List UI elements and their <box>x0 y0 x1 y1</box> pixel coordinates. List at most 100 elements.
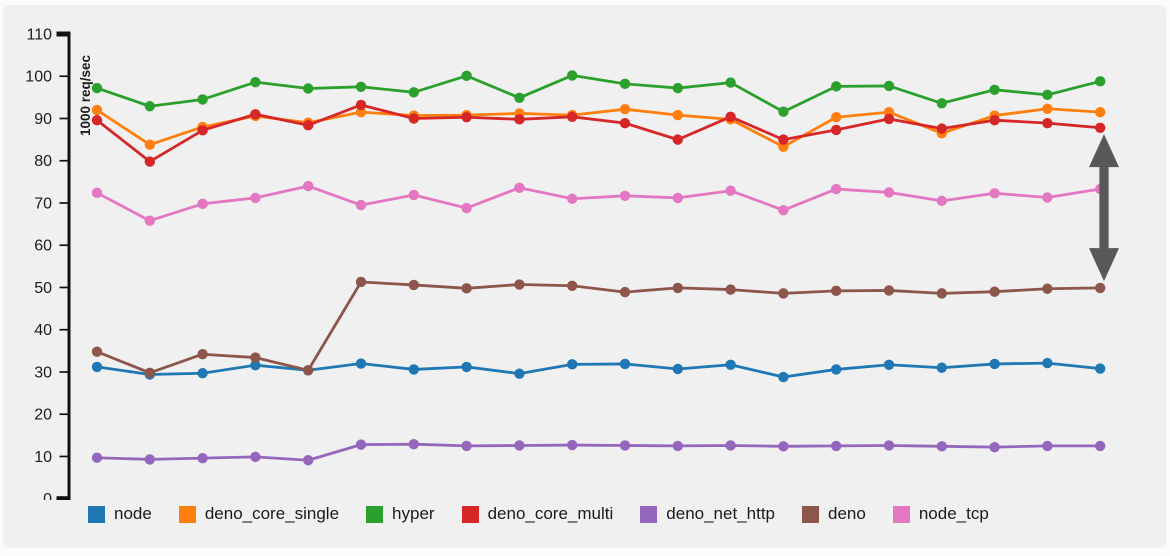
series-point-deno_core_single <box>355 106 367 118</box>
legend-swatch-deno <box>802 505 819 523</box>
series-point-deno_net_http <box>989 441 1000 453</box>
series-point-deno <box>514 279 525 290</box>
series-point-deno <box>725 284 736 295</box>
legend-label: node_tcp <box>918 504 989 523</box>
series-point-node_tcp <box>989 188 1000 199</box>
series-point-deno_core_single <box>831 112 842 123</box>
legend-item-deno_core_single[interactable]: deno_core_single <box>178 504 340 524</box>
series-point-deno_core_multi <box>461 112 472 123</box>
series-point-hyper <box>778 106 789 117</box>
series-point-deno_core_single <box>144 139 155 150</box>
series-point-deno_net_http <box>1095 440 1106 452</box>
series-point-node <box>408 364 419 375</box>
series-point-deno_core_single <box>619 103 631 115</box>
series-point-hyper <box>1042 89 1053 101</box>
series-point-deno_core_multi <box>303 120 314 131</box>
series-point-deno <box>989 286 1000 297</box>
y-tick-label: 50 <box>34 280 52 297</box>
legend-item-node_tcp[interactable]: node_tcp <box>892 504 989 524</box>
series-point-deno <box>936 288 947 299</box>
series-point-node <box>514 368 525 379</box>
series-point-node_tcp <box>725 185 736 196</box>
series-point-hyper <box>250 76 261 88</box>
y-tick-label: 60 <box>34 238 52 255</box>
series-point-node_tcp <box>355 199 367 211</box>
legend-label: deno_core_single <box>204 504 340 523</box>
legend-item-deno_core_multi[interactable]: deno_core_multi <box>461 504 613 524</box>
legend-label: hyper <box>392 504 435 523</box>
series-point-deno_net_http <box>619 440 631 451</box>
series-point-node <box>883 359 895 370</box>
series-point-deno_net_http <box>1042 440 1053 452</box>
series-point-deno <box>778 288 789 299</box>
series-point-node <box>91 361 103 373</box>
series-point-hyper <box>725 77 736 88</box>
series-point-deno_core_multi <box>1042 117 1053 129</box>
series-point-deno_net_http <box>778 441 789 452</box>
series-point-node_tcp <box>250 192 261 204</box>
series-point-deno_net_http <box>883 440 895 451</box>
series-point-deno <box>144 367 155 379</box>
y-tick-label: 90 <box>34 111 52 128</box>
legend-swatch-node <box>88 505 105 523</box>
series-point-node_tcp <box>778 204 789 216</box>
y-tick-label: 40 <box>34 322 52 339</box>
chart-legend: node deno_core_single hyper deno_core_multi… <box>88 503 989 525</box>
y-tick-label: 100 <box>25 69 52 86</box>
legend-item-deno_net_http[interactable]: deno_net_http <box>640 504 775 524</box>
series-point-node <box>672 363 683 375</box>
window-frame: 0 10 20 30 40 50 60 70 80 90 100 110 1000 req/sec n… <box>3 5 1166 548</box>
series-point-deno_net_http <box>672 440 683 452</box>
legend-swatch-hyper <box>366 505 384 523</box>
series-point-deno_net_http <box>725 440 736 451</box>
series-point-hyper <box>883 80 895 92</box>
series-point-deno_net_http <box>936 441 947 452</box>
series-point-deno_core_multi <box>619 117 631 129</box>
series-point-deno_core_single <box>672 109 683 121</box>
series-point-node_tcp <box>672 192 683 204</box>
legend-swatch-deno_net_http <box>640 505 658 523</box>
series-point-deno_net_http <box>514 440 525 451</box>
series-point-node_tcp <box>461 202 472 214</box>
series-point-deno <box>619 286 631 298</box>
series-point-node <box>936 362 947 373</box>
legend-item-hyper[interactable]: hyper <box>366 504 435 524</box>
series-point-node <box>778 371 789 383</box>
series-point-deno_core_multi <box>514 114 525 125</box>
series-point-deno_net_http <box>144 454 155 465</box>
legend-label: node <box>114 504 152 523</box>
series-point-node_tcp <box>567 193 578 204</box>
series-point-deno <box>91 346 103 357</box>
series-point-node_tcp <box>408 189 419 201</box>
series-point-deno <box>672 282 683 294</box>
y-axis: 0 10 20 30 40 50 60 70 80 90 100 110 <box>25 27 71 508</box>
series-point-deno_core_multi <box>883 113 895 125</box>
series-point-deno_net_http <box>461 440 472 452</box>
series-point-node <box>1042 357 1053 369</box>
series-point-hyper <box>672 82 683 94</box>
legend-swatch-node_tcp <box>892 505 910 523</box>
series-point-hyper <box>461 70 472 82</box>
series-point-node_tcp <box>831 183 842 195</box>
series-point-deno_core_multi <box>197 125 208 136</box>
legend-item-node[interactable]: node <box>88 504 152 524</box>
y-tick-label: 80 <box>34 153 52 170</box>
series-point-deno_net_http <box>408 439 419 450</box>
series-point-node <box>1095 363 1106 374</box>
series-point-hyper <box>567 70 578 81</box>
series-point-deno <box>567 280 578 291</box>
series-point-deno_net_http <box>831 440 842 452</box>
series-point-deno_core_multi <box>408 113 419 124</box>
series-point-deno_core_multi <box>144 156 155 167</box>
y-tick-label: 20 <box>34 407 52 424</box>
series-point-deno_core_multi <box>725 111 736 123</box>
series-point-deno <box>1042 283 1053 294</box>
gap-arrow-shape <box>1089 134 1119 282</box>
series-point-deno <box>1095 282 1106 294</box>
legend-label: deno <box>828 504 866 523</box>
series-point-deno_core_multi <box>355 99 367 111</box>
series-point-hyper <box>144 101 155 112</box>
series-point-deno <box>461 283 472 294</box>
legend-item-deno[interactable]: deno <box>802 504 866 524</box>
y-tick-label: 30 <box>34 364 52 381</box>
